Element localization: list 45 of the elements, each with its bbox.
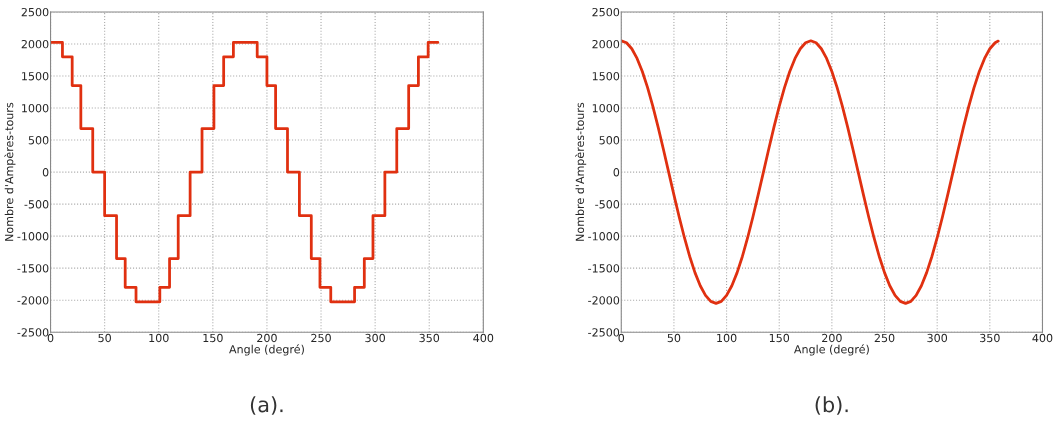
y-tick-label: -2000 <box>17 296 49 305</box>
y-tick-label: 1000 <box>592 104 620 113</box>
y-tick-label: -2500 <box>17 328 49 337</box>
x-tick-label: 50 <box>667 333 681 343</box>
y-tick-label: -2500 <box>588 328 620 337</box>
text: (a). <box>250 396 283 415</box>
y-tick-label: 2000 <box>21 39 49 49</box>
y-tick-label: 2500 <box>21 7 49 17</box>
x-axis-title: Angle (degré) <box>794 344 869 356</box>
y-tick-label: 500 <box>599 136 620 145</box>
x-tick-label: 200 <box>257 333 277 343</box>
y-tick-label: -1000 <box>17 232 49 241</box>
x-tick-label: 150 <box>769 333 790 343</box>
y-tick-label: 1500 <box>592 71 620 81</box>
y-axis-title: Nombre d'Ampères-tours <box>575 102 587 241</box>
x-tick-label: 400 <box>1032 333 1053 343</box>
y-tick-label: -500 <box>595 200 620 209</box>
y-tick-label: 2000 <box>592 39 620 49</box>
text: (b). <box>815 396 848 415</box>
x-tick-label: 300 <box>365 333 385 343</box>
x-tick-label: 200 <box>822 333 842 343</box>
y-axis-title: Nombre d'Ampères-tours <box>4 102 16 241</box>
y-tick-label: 2500 <box>592 7 620 17</box>
x-tick-label: 300 <box>927 333 948 343</box>
line-series <box>621 39 1000 305</box>
x-tick-label: 350 <box>419 333 440 343</box>
y-tick-label: 1000 <box>22 104 49 113</box>
x-tick-label: 150 <box>203 333 223 343</box>
y-tick-label: 500 <box>28 136 49 145</box>
x-tick-label: 50 <box>98 333 111 343</box>
y-tick-label: -500 <box>24 200 49 209</box>
y-tick-label: 0 <box>613 168 620 177</box>
y-tick-label: 1500 <box>22 71 49 81</box>
y-tick-label: -1500 <box>17 264 49 273</box>
x-axis-title: Angle (degré) <box>229 344 304 356</box>
y-tick-label: -1500 <box>588 264 620 273</box>
x-tick-label: 250 <box>874 333 895 343</box>
x-tick-label: 350 <box>980 333 1000 343</box>
y-tick-label: 0 <box>42 168 49 177</box>
x-tick-label: 100 <box>717 333 737 343</box>
y-tick-label: -2000 <box>588 296 620 305</box>
x-tick-label: 250 <box>311 333 331 343</box>
x-tick-label: 100 <box>149 333 169 343</box>
x-tick-label: 400 <box>473 333 494 343</box>
y-tick-label: -1000 <box>588 232 620 241</box>
